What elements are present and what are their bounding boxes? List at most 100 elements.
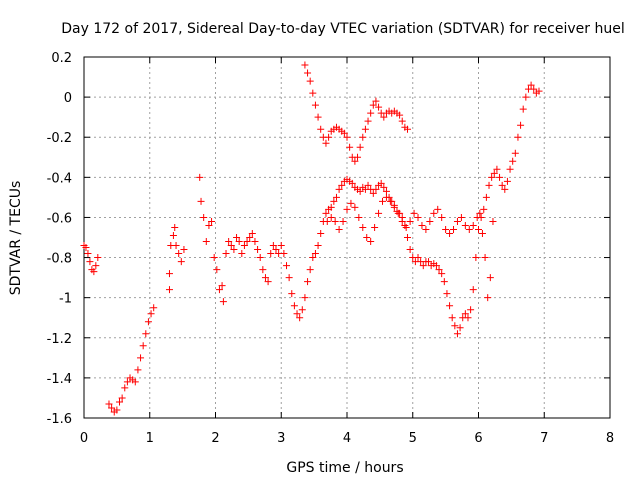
y-tick-label: -1.6 (47, 412, 72, 427)
data-point (461, 221, 469, 229)
data-point (225, 238, 233, 246)
series-segment-3 (165, 223, 188, 294)
data-point (331, 217, 339, 225)
data-point (530, 85, 538, 93)
data-point (108, 404, 116, 412)
data-point (347, 199, 355, 207)
x-tick-label: 5 (409, 431, 417, 446)
data-point (372, 97, 380, 105)
data-point (485, 181, 493, 189)
data-point (375, 209, 383, 217)
data-point (94, 254, 102, 262)
series-segment-4 (196, 81, 543, 338)
data-point (369, 189, 377, 197)
data-point (213, 266, 221, 274)
data-point (311, 250, 319, 258)
data-point (301, 294, 309, 302)
data-point (371, 223, 379, 231)
data-point (346, 143, 354, 151)
data-point (269, 242, 277, 250)
data-point (304, 278, 312, 286)
data-point (230, 246, 238, 254)
data-point (359, 223, 367, 231)
data-point (197, 197, 205, 205)
data-point (309, 254, 317, 262)
data-point (451, 322, 459, 330)
data-point (317, 125, 325, 133)
data-point (414, 213, 422, 221)
data-point (233, 234, 241, 241)
data-point (314, 242, 322, 250)
data-point (369, 101, 377, 109)
data-point (288, 290, 296, 298)
data-point (330, 197, 338, 205)
y-tick-label: -0.2 (47, 131, 72, 146)
data-point (251, 238, 259, 246)
data-point (202, 238, 210, 246)
data-point (254, 246, 262, 254)
data-point (180, 246, 188, 254)
data-point (227, 242, 235, 250)
data-point (246, 234, 254, 241)
data-point (240, 242, 248, 250)
data-point (219, 298, 227, 306)
data-point (382, 193, 390, 201)
data-point (519, 105, 527, 113)
data-point (406, 217, 414, 225)
data-point (377, 179, 385, 187)
data-point (481, 254, 489, 262)
data-point (218, 282, 226, 290)
data-point (335, 225, 343, 233)
x-tick-label: 3 (277, 431, 285, 446)
data-point (90, 268, 98, 276)
data-point (506, 165, 514, 173)
data-point (469, 221, 477, 229)
data-point (338, 181, 346, 189)
data-point (200, 213, 208, 221)
data-point (453, 330, 461, 338)
data-point (171, 223, 179, 231)
data-point (419, 262, 427, 270)
data-point (527, 81, 535, 89)
data-point (137, 354, 145, 362)
data-point (430, 209, 438, 217)
data-point (364, 181, 372, 189)
data-points (80, 61, 543, 416)
data-point (306, 77, 314, 85)
y-tick-label: -1 (59, 292, 72, 307)
data-point (379, 197, 387, 205)
data-point (457, 213, 465, 221)
data-point (446, 302, 454, 310)
data-point (480, 205, 488, 213)
data-point (467, 306, 475, 314)
data-point (139, 342, 147, 350)
data-point (210, 254, 218, 262)
data-point (361, 125, 369, 133)
data-point (343, 205, 351, 213)
data-point (435, 266, 443, 274)
data-point (511, 149, 519, 157)
data-point (367, 109, 375, 117)
data-point (386, 197, 394, 205)
data-point (394, 209, 402, 217)
data-point (144, 318, 152, 326)
data-point (332, 193, 340, 201)
data-point (325, 133, 333, 141)
data-point (414, 254, 422, 262)
y-tick-label: -0.6 (47, 211, 72, 226)
data-point (450, 225, 458, 233)
data-point (493, 165, 501, 173)
axis-ticks: 0 1 2 3 4 5 6 7 8 -1.6 -1.4 -1.2 -1 -0.8 -0.6 -0.4 -0.2 0… (47, 51, 615, 446)
data-point (339, 217, 347, 225)
data-point (142, 330, 150, 338)
data-point (259, 266, 267, 274)
data-point (406, 246, 414, 254)
data-point (484, 294, 492, 302)
data-point (403, 234, 411, 241)
data-point (92, 262, 100, 270)
data-point (364, 117, 372, 125)
data-point (309, 89, 317, 97)
data-point (243, 238, 251, 246)
data-point (335, 185, 343, 193)
data-point (398, 117, 406, 125)
